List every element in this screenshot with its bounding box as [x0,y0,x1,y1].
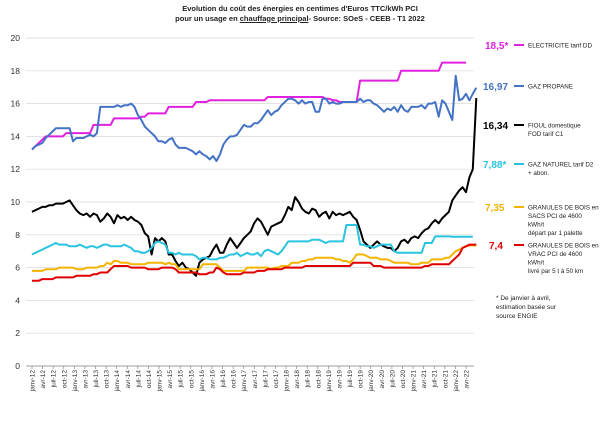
legend-label: + abon. [528,170,549,177]
x-tick-label: janv-17 [241,370,248,393]
legend-label: GRANULES DE BOIS en [528,243,599,250]
y-tick-label: 16 [11,99,21,109]
chart-title-line-1: Evolution du coût des énergies en centim… [182,4,418,13]
x-tick-label: avr-21 [421,370,428,389]
x-tick-label: juil-20 [389,370,396,389]
x-tick-label: oct-17 [273,370,280,388]
x-tick-label: juil-13 [93,370,100,389]
series-lines [31,61,478,282]
gridlines [26,37,474,367]
title-prefix: pour un usage en [175,13,240,23]
series-line-4 [32,244,477,272]
y-tick-label: 10 [11,197,21,207]
y-tick-label: 14 [11,131,21,141]
series-value-label: 16,34 [483,121,508,132]
legend-label: kWh/t [528,260,544,267]
legend: 18,5* ELECTRICITE tarif DD 16,97 GAZ PROPAN… [483,41,599,320]
legend-label: ELECTRICITE tarif DD [528,43,592,50]
x-tick-label: avr-17 [252,370,259,389]
x-tick-label: oct-16 [231,370,238,388]
legend-label: GAZ NATUREL tarif D2 [528,162,594,169]
y-tick-label: 18 [11,66,21,76]
x-tick-label: avr-22 [464,370,471,389]
series-line-5 [32,243,477,282]
x-tick-label: janv-12 [30,370,37,393]
legend-label: FIOUL domestique [528,123,581,130]
x-tick-label: juil-18 [305,370,312,389]
y-tick-label: 4 [15,295,20,305]
y-tick-label: 0 [15,361,20,371]
series-line-2 [31,97,478,277]
x-tick-label: oct-14 [146,370,153,388]
footnote-line: * De janvier à avril, [496,295,551,302]
y-tick-label: 2 [15,328,20,338]
x-tick-label: janv-16 [199,370,206,393]
x-tick-label: oct-20 [400,370,407,388]
x-tick-label: avr-20 [379,370,386,389]
legend-label: livré par 5 t à 50 km [528,268,583,275]
title-suffix: - Source: SOeS - CEEB - T1 2022 [308,13,425,23]
x-tick-label: avr-15 [167,370,174,389]
legend-label: kWh/t [528,222,544,229]
series-value-label: 7,35 [485,203,505,214]
x-axis: janv-12 avr-12 juil-12 oct-12 janv-13 avr-13 j… [26,365,474,393]
legend-label: FOD tarif C1 [528,131,564,138]
y-tick-label: 20 [11,33,21,43]
legend-label: GAZ PROPANE [528,84,573,91]
x-tick-label: juil-14 [135,370,142,389]
x-tick-label: juil-19 [347,370,354,389]
x-tick-label: oct-18 [315,370,322,388]
x-tick-label: janv-20 [368,370,375,393]
x-tick-label: avr-14 [125,370,132,389]
footnote-line: estimation basée sur [496,304,557,311]
x-tick-label: juil-21 [432,370,439,389]
x-tick-label: janv-14 [114,370,121,393]
chart-title-line-2: pour un usage en chauffage principal- So… [0,14,600,23]
series-line-1 [31,74,478,162]
x-tick-label: avr-19 [336,370,343,389]
x-tick-label: avr-18 [294,370,301,389]
y-axis: 0 2 4 6 8 10 12 14 16 18 20 [11,33,21,371]
x-tick-label: janv-18 [284,370,291,393]
x-tick-label: oct-19 [358,370,365,388]
series-value-label: 16,97 [483,82,508,93]
x-tick-label: janv-21 [411,370,418,393]
series-value-label: 7,4 [489,241,503,252]
x-tick-label: juil-17 [262,370,269,389]
x-tick-label: oct-13 [104,370,111,388]
x-tick-label: janv-19 [326,370,333,393]
x-tick-label: juil-15 [178,370,185,389]
x-tick-label: janv-15 [157,370,164,393]
x-tick-label: oct-21 [442,370,449,388]
series-value-label: 18,5* [485,41,508,52]
y-tick-label: 12 [11,164,21,174]
legend-label: VRAC PCI de 4600 [528,251,583,258]
x-tick-label: oct-15 [188,370,195,388]
footnote-line: source ENGIE [496,313,538,320]
x-tick-label: janv-22 [453,370,460,393]
x-tick-label: juil-16 [220,370,227,389]
legend-label: SACS PCI de 4600 [528,213,582,220]
legend-label: GRANULES DE BOIS en [528,205,599,212]
y-tick-label: 8 [15,230,20,240]
series-line-0 [31,61,466,151]
y-tick-label: 6 [15,263,20,273]
title-underlined: chauffage principal [239,13,309,23]
x-tick-label: avr-16 [209,370,216,389]
x-tick-label: juil-12 [51,370,58,389]
legend-label: départ par 1 palette [528,230,583,237]
x-tick-label: avr-12 [40,370,47,389]
x-tick-label: avr-13 [82,370,89,389]
series-value-label: 7,88* [483,160,506,171]
x-tick-label: janv-13 [72,370,79,393]
series-line-3 [31,224,473,261]
x-tick-label: oct-12 [61,370,68,388]
